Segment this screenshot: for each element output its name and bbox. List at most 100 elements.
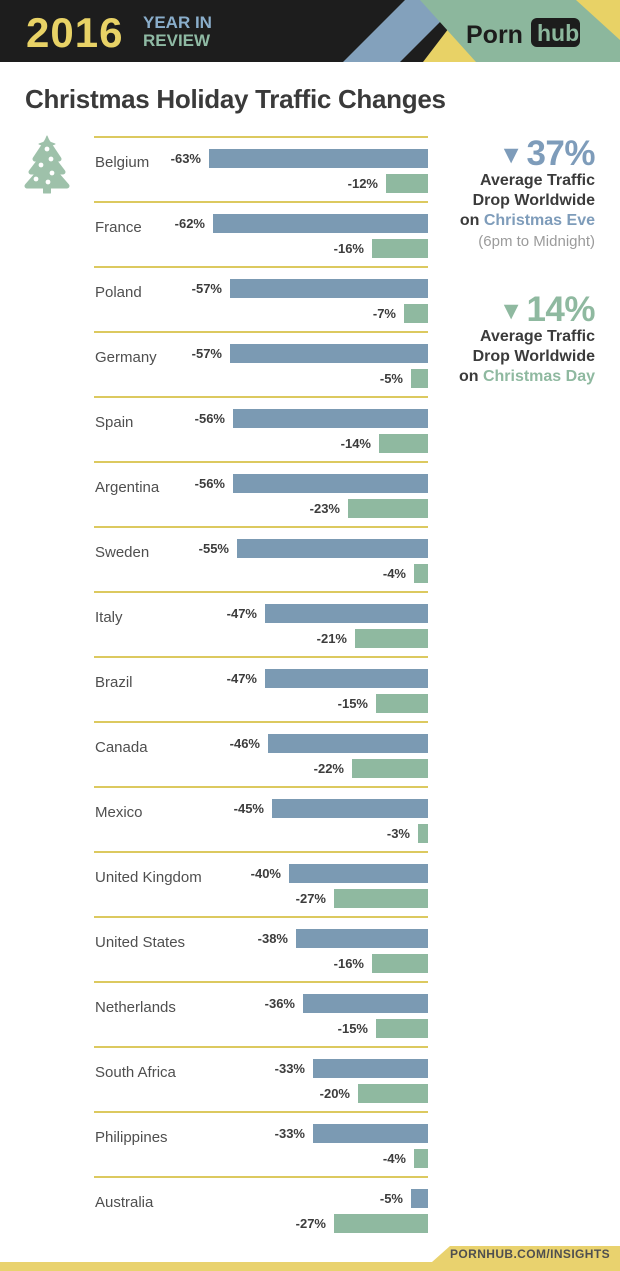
christmas-eve-bar — [213, 214, 428, 233]
header-yellow-corner — [576, 0, 620, 40]
stat-day-line2: Drop Worldwide — [472, 348, 595, 365]
bar-value-label: -14% — [340, 436, 371, 451]
bar-value-label: -40% — [250, 866, 281, 881]
christmas-eve-bar-group: -47% — [227, 604, 428, 623]
bar-value-label: -12% — [347, 176, 378, 191]
footer-url: PORNHUB.COM/INSIGHTS — [449, 1247, 610, 1261]
country-label: Italy — [95, 609, 123, 626]
chart-row-south-africa: South Africa -33% -20% — [94, 1046, 428, 1111]
christmas-day-bar-group: -27% — [296, 1214, 428, 1233]
christmas-eve-bar — [272, 799, 428, 818]
bar-value-label: -33% — [274, 1126, 305, 1141]
chart-row-france: France -62% -16% — [94, 201, 428, 266]
christmas-eve-bar-group: -62% — [175, 214, 428, 233]
chart-row-poland: Poland -57% -7% — [94, 266, 428, 331]
christmas-day-bar — [372, 954, 428, 973]
christmas-day-bar — [376, 1019, 428, 1038]
christmas-eve-bar — [303, 994, 428, 1013]
bar-value-label: -56% — [194, 476, 225, 491]
country-label: Spain — [95, 414, 134, 431]
country-label: Poland — [95, 284, 142, 301]
christmas-day-bar — [414, 564, 428, 583]
stat-christmas-eve: ▼37% Average Traffic Drop Worldwide on C… — [410, 134, 596, 252]
christmas-eve-bar — [209, 149, 428, 168]
logo-review: REVIEW — [143, 31, 211, 50]
christmas-eve-bar-group: -38% — [258, 929, 428, 948]
bar-value-label: -16% — [333, 956, 364, 971]
brand-hub-box — [531, 18, 580, 47]
country-label: Canada — [95, 739, 148, 756]
bar-value-label: -63% — [170, 151, 201, 166]
christmas-eve-bar — [233, 474, 428, 493]
chart-row-sweden: Sweden -55% -4% — [94, 526, 428, 591]
stat-day-line1: Average Traffic — [479, 328, 595, 345]
christmas-day-bar-group: -20% — [320, 1084, 428, 1103]
bar-value-label: -56% — [194, 411, 225, 426]
chart-row-canada: Canada -46% -22% — [94, 721, 428, 786]
bar-value-label: -4% — [382, 566, 406, 581]
stat-eve-line2: Drop Worldwide — [472, 192, 595, 209]
christmas-eve-bar — [296, 929, 428, 948]
stat-eve-line3: on Christmas Eve — [410, 211, 595, 231]
christmas-day-bar-group: -22% — [314, 759, 428, 778]
christmas-eve-bar-group: -57% — [192, 279, 428, 298]
brand-porn-text: Porn — [466, 21, 523, 49]
country-label: Germany — [95, 349, 157, 366]
christmas-day-bar-group: -16% — [334, 954, 428, 973]
chart-row-belgium: Belgium -63% -12% — [94, 136, 428, 201]
stat-eve-number: 37% — [526, 134, 595, 173]
country-label: United States — [95, 934, 186, 951]
christmas-day-bar-group: -16% — [334, 239, 428, 258]
bar-value-label: -27% — [295, 891, 326, 906]
christmas-day-bar-group: -27% — [296, 889, 428, 908]
stat-eve-line1: Average Traffic — [479, 172, 595, 189]
chart-row-italy: Italy -47% -21% — [94, 591, 428, 656]
christmas-day-bar — [334, 1214, 428, 1233]
bar-value-label: -21% — [316, 631, 347, 646]
christmas-day-bar — [348, 499, 428, 518]
bar-value-label: -4% — [382, 1151, 406, 1166]
chart-row-mexico: Mexico -45% -3% — [94, 786, 428, 851]
chart-row-australia: Australia -5% -27% — [94, 1176, 428, 1241]
christmas-day-bar — [411, 369, 428, 388]
christmas-eve-bar — [230, 344, 428, 363]
country-label: Argentina — [95, 479, 160, 496]
christmas-day-bar — [386, 174, 428, 193]
logo-year-in: YEAR IN — [143, 13, 212, 32]
chart-row-spain: Spain -56% -14% — [94, 396, 428, 461]
bar-value-label: -22% — [313, 761, 344, 776]
bar-value-label: -16% — [333, 241, 364, 256]
chart-row-brazil: Brazil -47% -15% — [94, 656, 428, 721]
stat-day-on: on — [458, 368, 483, 385]
christmas-eve-bar — [411, 1189, 428, 1208]
christmas-day-bar-group: -21% — [317, 629, 428, 648]
logo-2016: 2016 — [26, 9, 123, 56]
christmas-day-bar — [355, 629, 428, 648]
christmas-day-bar — [414, 1149, 428, 1168]
christmas-eve-bar — [265, 669, 428, 688]
christmas-eve-bar — [230, 279, 428, 298]
christmas-eve-bar — [268, 734, 428, 753]
christmas-day-bar-group: -7% — [373, 304, 428, 323]
bar-value-label: -46% — [229, 736, 260, 751]
christmas-eve-bar-group: -33% — [275, 1124, 428, 1143]
bar-value-label: -20% — [319, 1086, 350, 1101]
christmas-eve-bar — [313, 1124, 428, 1143]
bar-value-label: -45% — [233, 801, 264, 816]
bar-value-label: -55% — [198, 541, 229, 556]
christmas-eve-bar-group: -5% — [380, 1189, 428, 1208]
christmas-day-bar — [358, 1084, 428, 1103]
christmas-eve-bar-group: -46% — [230, 734, 428, 753]
christmas-day-bar-group: -3% — [387, 824, 428, 843]
christmas-eve-bar — [313, 1059, 428, 1078]
chart-row-united-states: United States -38% -16% — [94, 916, 428, 981]
chart-row-argentina: Argentina -56% -23% — [94, 461, 428, 526]
country-label: Belgium — [95, 154, 150, 171]
christmas-day-bar-group: -15% — [338, 1019, 428, 1038]
bar-value-label: -5% — [379, 1191, 403, 1206]
bar-value-label: -5% — [379, 371, 403, 386]
chart-row-philippines: Philippines -33% -4% — [94, 1111, 428, 1176]
bar-value-label: -38% — [257, 931, 288, 946]
stat-christmas-day: ▼14% Average Traffic Drop Worldwide on C… — [410, 292, 596, 387]
